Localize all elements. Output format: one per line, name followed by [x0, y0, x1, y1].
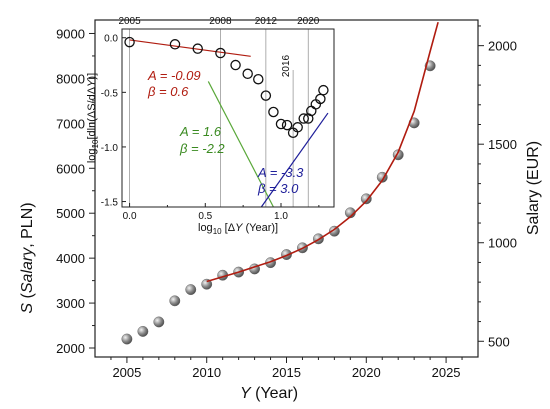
- x-tick-label: 2015: [272, 365, 301, 380]
- inset-x-axis-label-open: [Δ: [222, 222, 236, 234]
- y-tick-label: 4000: [56, 251, 85, 266]
- inset-data-point: [318, 84, 329, 96]
- main-x-axis-label-letter: Y: [240, 385, 252, 402]
- inset-data-point: [292, 122, 303, 133]
- inset-data-point: [215, 47, 226, 59]
- inset-annotation-text: β = -2.2: [179, 141, 225, 156]
- data-point: [121, 333, 133, 345]
- inset-y-axis-label-sub: 10: [91, 139, 100, 148]
- y-right-tick-label: 1500: [488, 137, 517, 152]
- fit-curve-line: [206, 21, 439, 283]
- main-fit-curve: [206, 21, 439, 283]
- main-y-axis-label-left: S (Salary, PLN): [19, 202, 36, 313]
- inset-data-points: [124, 36, 329, 138]
- x-tick-label: 2020: [352, 365, 381, 380]
- inset-fit-line: [260, 112, 329, 208]
- inset-x-tick-label: 0.0: [123, 211, 137, 222]
- inset-x-tick-label: 1.0: [274, 211, 288, 222]
- y-right-tick-label: 500: [488, 334, 510, 349]
- main-axes: 2005 2010 2015 2020 2025 2000 3000 4000 5000 6000…: [56, 25, 517, 380]
- x-tick-label: 2010: [192, 365, 221, 380]
- inset-annotations: A = -0.09β = 0.6 A = 1.6 β = -2.2 A = -3.3β…: [147, 68, 304, 196]
- inset-axes: 0.0 0.5 1.0 0.0 -0.5 -1.0 -1.5 2005 2008 2012 2020…: [101, 16, 320, 222]
- inset-y-tick-label: -0.5: [101, 88, 119, 99]
- y-tick-label: 5000: [56, 206, 85, 221]
- inset-y-axis-label-y: Y: [86, 79, 98, 87]
- main-y-axis-label-unit: , PLN): [19, 202, 36, 247]
- data-point: [185, 284, 197, 295]
- y-tick-label: 9000: [56, 26, 85, 41]
- inset-fit-line: [129, 39, 251, 57]
- inset-fit-line: [207, 81, 274, 208]
- data-point: [137, 325, 149, 337]
- inset-plot-frame: [121, 28, 335, 208]
- inset-x-tick-label: 0.5: [198, 211, 212, 222]
- inset-data-point: [242, 68, 253, 80]
- data-point: [153, 316, 165, 328]
- data-point: [328, 225, 340, 237]
- inset-annotation-text: A = -0.09: [147, 68, 201, 83]
- inset-data-point: [298, 113, 309, 124]
- main-y-axis-label-salary: Salary: [19, 247, 36, 293]
- inset-data-point: [260, 90, 272, 101]
- inset-top-year-label: 2005: [118, 16, 141, 27]
- main-x-axis-label-unit: (Year): [255, 385, 298, 402]
- inset-data-point: [281, 119, 293, 131]
- inset-data-point: [169, 39, 181, 50]
- y-tick-label: 6000: [56, 161, 85, 176]
- inset-x-axis-label-unit: (Year)]: [242, 222, 278, 234]
- inset-data-point: [124, 36, 135, 48]
- inset-y-axis-label-close: )]: [86, 73, 98, 80]
- data-point: [360, 193, 372, 205]
- inset-annotation-text: β = 0.6: [147, 84, 189, 99]
- inset-data-point: [230, 59, 241, 71]
- inset-y-tick-label: -1.0: [101, 143, 119, 154]
- inset-data-point: [192, 43, 203, 54]
- inset-top-year-label: 2012: [255, 16, 278, 27]
- data-point: [169, 295, 181, 307]
- data-point: [201, 278, 213, 290]
- main-data-points: [121, 60, 436, 345]
- y-right-tick-label: 2000: [488, 39, 517, 54]
- inset-x-axis-label-y: Y: [235, 222, 243, 234]
- inset-data-point: [275, 118, 287, 130]
- inset-annotation-text: β = 3.0: [257, 181, 299, 196]
- y-tick-label: 2000: [56, 341, 85, 356]
- inset-y-axis-label-body: [dln(ΔS/dΔ: [86, 86, 98, 139]
- main-x-axis-label: Y (Year): [240, 385, 298, 402]
- inset-data-point: [268, 106, 279, 118]
- inset-annotation-text: A = -3.3: [257, 165, 304, 180]
- x-tick-label: 2025: [432, 365, 461, 380]
- y-tick-label: 3000: [56, 296, 85, 311]
- inset-y-tick-label: 0.0: [104, 34, 118, 45]
- inset-top-year-label: 2020: [297, 16, 320, 27]
- inset-y-tick-label: -1.5: [101, 198, 119, 209]
- inset-fit-lines: [129, 39, 329, 208]
- y-right-tick-label: 1000: [488, 236, 517, 251]
- x-tick-label: 2005: [112, 365, 141, 380]
- main-y-axis-label-right: Salary (EUR): [525, 141, 542, 235]
- inset-data-point: [253, 73, 264, 85]
- inset-x-axis-label-sub: 10: [213, 227, 222, 236]
- inset-x-axis-label-log: log: [198, 222, 213, 234]
- y-tick-label: 7000: [56, 116, 85, 131]
- inset-y-axis-label: log10[dln(ΔS/dΔY)]: [86, 73, 100, 163]
- inset-top-year-label: 2008: [209, 16, 232, 27]
- inset-background: [122, 21, 334, 209]
- inset-x-axis-label: log10 [ΔY (Year)]: [198, 222, 278, 236]
- main-y-axis-label-paren: (: [19, 292, 36, 298]
- inset-annotation-text: A = 1.6: [179, 124, 222, 139]
- inset-y-axis-label-log: log: [86, 148, 98, 163]
- y-tick-label: 8000: [56, 71, 85, 86]
- main-y-axis-label-s: S: [19, 303, 36, 314]
- inset-top-year-label: 2016: [281, 54, 292, 77]
